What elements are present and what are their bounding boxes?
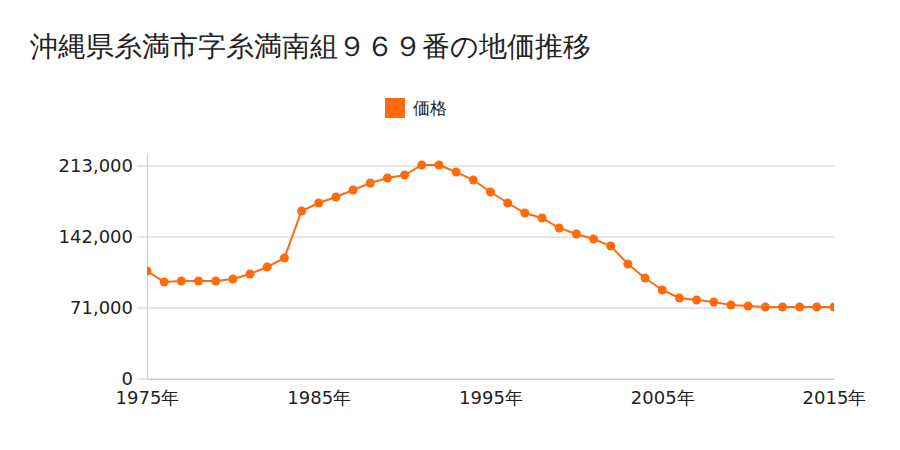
legend-swatch [385, 98, 405, 118]
x-tick: 1995年 [459, 379, 523, 408]
x-tick: 2005年 [631, 379, 695, 408]
point [589, 235, 598, 244]
point [147, 267, 152, 276]
grid-line [137, 166, 834, 167]
plot: 071,000142,000213,0001975年1985年1995年2005… [59, 155, 867, 408]
point [297, 207, 306, 216]
point [555, 224, 564, 233]
y-tick: 71,000 [70, 297, 147, 318]
x-tick-label: 1995年 [459, 387, 523, 408]
point [434, 161, 443, 170]
x-axis-line [148, 379, 835, 380]
y-tick-label: 71,000 [70, 297, 133, 318]
point [194, 277, 203, 286]
point [795, 303, 804, 312]
x-tick-label: 2015年 [803, 387, 867, 408]
point [228, 275, 237, 284]
point [469, 176, 478, 185]
point [520, 209, 529, 218]
line [147, 165, 834, 307]
chart: 沖縄県糸満市字糸満南組９６９番の地価推移071,000142,000213,00… [0, 0, 900, 450]
point [486, 188, 495, 197]
point [263, 263, 272, 272]
point [675, 294, 684, 303]
point [709, 298, 718, 307]
point [623, 260, 632, 269]
x-tick: 1985年 [287, 379, 351, 408]
grid-line [137, 379, 834, 380]
legend-label: 価格 [413, 98, 447, 118]
point [366, 179, 375, 188]
series-group [147, 161, 834, 312]
point [538, 214, 547, 223]
point [761, 303, 770, 312]
point [452, 168, 461, 177]
point [211, 277, 220, 286]
point [417, 161, 426, 170]
point [383, 174, 392, 183]
point [349, 186, 358, 195]
point [160, 278, 169, 287]
point [641, 274, 650, 283]
point [658, 286, 667, 295]
point [314, 199, 323, 208]
x-tick: 1975年 [116, 379, 180, 408]
grid-line [137, 237, 834, 238]
grid [137, 166, 834, 379]
x-tick-label: 2005年 [631, 387, 695, 408]
y-tick: 213,000 [59, 155, 147, 176]
point [692, 296, 701, 305]
point [246, 270, 255, 279]
point [744, 302, 753, 311]
y-tick-label: 213,000 [59, 155, 133, 176]
point [177, 277, 186, 286]
point [280, 254, 289, 263]
point [503, 199, 512, 208]
x-axis: 1975年 1985年 1995年 2005年 2015年 [116, 379, 867, 408]
y-axis: 071,000142,000213,000 [59, 155, 148, 390]
title: 沖縄県糸満市字糸満南組９６９番の地価推移 [30, 30, 591, 63]
point [606, 242, 615, 251]
point [572, 230, 581, 239]
point [830, 303, 835, 312]
point [778, 303, 787, 312]
x-tick: 2015年 [803, 379, 867, 408]
legend: 価格 [385, 98, 447, 118]
y-tick: 142,000 [59, 226, 147, 247]
point [400, 171, 409, 180]
point [726, 301, 735, 310]
y-tick-label: 142,000 [59, 226, 133, 247]
point [812, 303, 821, 312]
point [331, 193, 340, 202]
x-tick-label: 1985年 [287, 387, 351, 408]
x-tick-label: 1975年 [116, 387, 180, 408]
